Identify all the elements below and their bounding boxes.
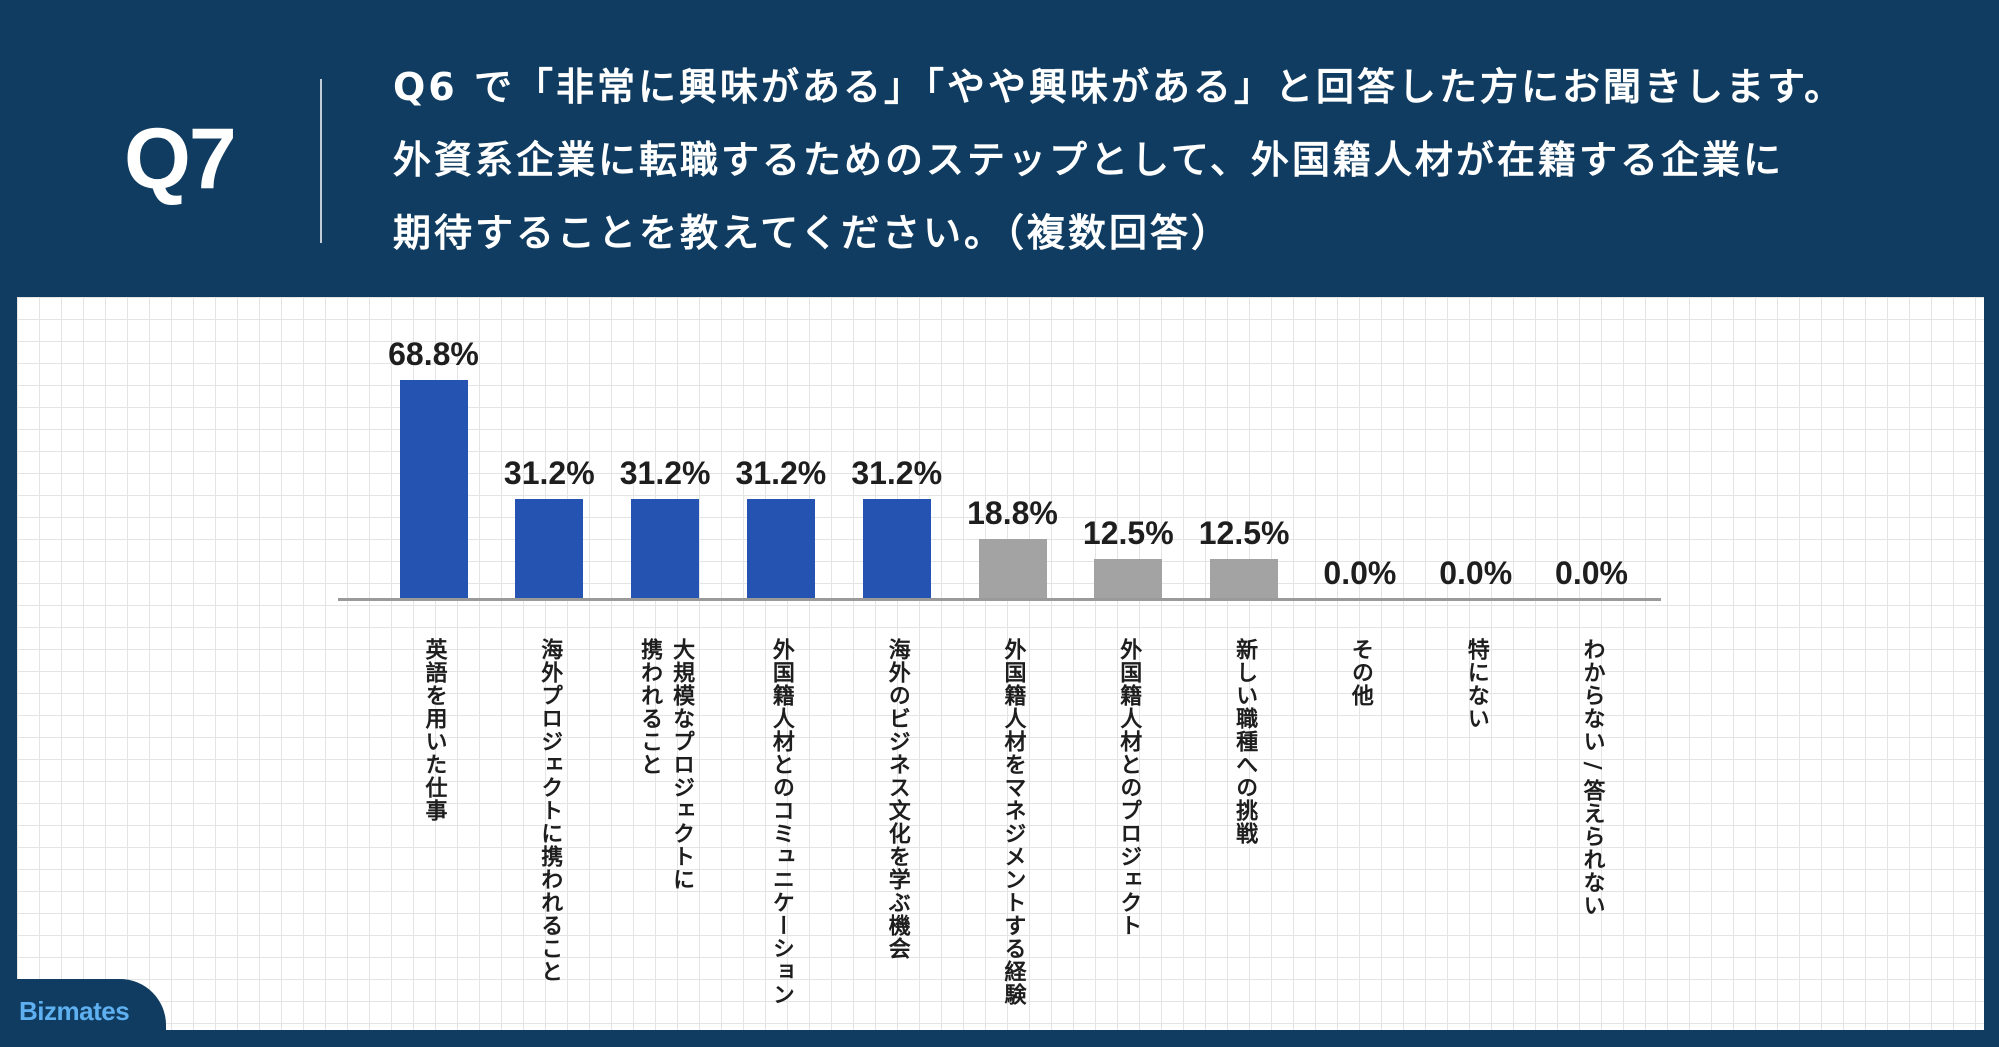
question-number: Q7: [124, 111, 237, 207]
bar-4: [746, 499, 815, 599]
category-label-3: 大規模なプロジェクトに 携われること: [637, 638, 695, 891]
x-axis-baseline: [338, 598, 1661, 601]
data-label-7: 12.5%: [1082, 515, 1174, 552]
bar-5: [862, 499, 931, 599]
data-label-2: 31.2%: [503, 455, 595, 492]
category-label-1: 英語を用いた仕事: [421, 638, 447, 822]
data-label-3: 31.2%: [619, 455, 711, 492]
category-label-6: 外国籍人材をマネジメントする経験: [1000, 638, 1026, 1006]
question-line-3: 期待することを教えてください。（複数回答）: [393, 211, 1232, 255]
data-label-11: 0.0%: [1555, 555, 1628, 591]
data-label-1: 68.8%: [388, 335, 479, 372]
bar-8: [1210, 559, 1279, 599]
chart-panel: 68.8% 英語を用いた仕事 31.2% 海外プロジェクトに携われること 31.2% 大規…: [17, 297, 1984, 1030]
data-label-8: 12.5%: [1198, 515, 1290, 552]
bar-chart: 68.8% 英語を用いた仕事 31.2% 海外プロジェクトに携われること 31.2% 大規…: [17, 297, 1984, 1030]
category-label-5: 海外のビジネス文化を学ぶ機会: [884, 638, 910, 960]
bar-2: [515, 499, 584, 599]
bar-3: [631, 499, 700, 599]
question-line-2: 外資系企業に転職するためのステップとして、外国籍人材が在籍する企業に: [393, 138, 1784, 182]
data-label-6: 18.8%: [967, 495, 1058, 532]
bizmates-logo: Bizmates: [17, 979, 166, 1030]
bar-6: [978, 539, 1047, 599]
data-label-9: 0.0%: [1323, 555, 1397, 591]
header-banner: Q7 Q6 で「非常に興味がある」「やや興味がある」と回答した方にお聞きします。…: [0, 0, 1999, 297]
question-text: Q6 で「非常に興味がある」「やや興味がある」と回答した方にお聞きします。 外資…: [393, 51, 1845, 270]
category-label-10: 特にない: [1463, 638, 1489, 730]
header-divider: [320, 79, 322, 243]
bar-7: [1094, 559, 1163, 599]
category-label-4: 外国籍人材とのコミュニケーション: [768, 638, 794, 1006]
data-label-10: 0.0%: [1439, 555, 1513, 591]
category-label-8: 新しい職種への挑戦: [1232, 638, 1258, 845]
data-label-4: 31.2%: [735, 455, 827, 492]
bar-1: [399, 379, 468, 599]
logo-text: Bizmates: [19, 996, 130, 1026]
category-label-7: 外国籍人材とのプロジェクト: [1116, 638, 1142, 937]
category-label-2: 海外プロジェクトに携われること: [537, 638, 563, 983]
data-label-5: 31.2%: [851, 455, 943, 492]
category-label-11: わからない / 答えられない: [1579, 638, 1605, 918]
question-line-1: Q6 で「非常に興味がある」「やや興味がある」と回答した方にお聞きします。: [393, 65, 1846, 109]
category-label-9: その他: [1347, 638, 1373, 707]
